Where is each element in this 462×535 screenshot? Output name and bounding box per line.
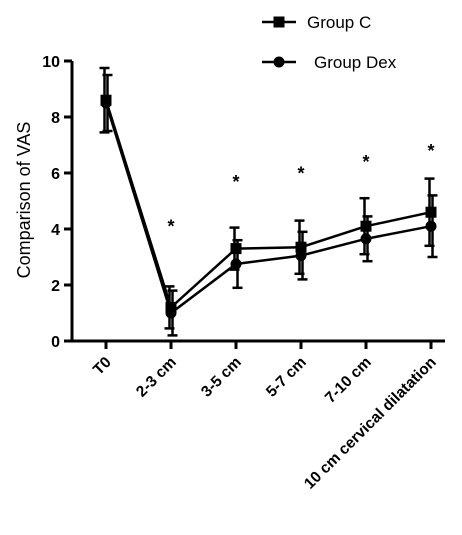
y-tick-label: 10 [42, 54, 60, 71]
legend-entry-label: Group Dex [314, 53, 397, 72]
x-category-label: 7-10 cm [322, 354, 375, 407]
y-tick-label: 8 [51, 110, 60, 127]
legend: Group C Group Dex [262, 13, 397, 72]
significance-annotations: * * * * * [167, 141, 434, 237]
group-c-point [295, 241, 307, 253]
series-line-group-dex [104, 102, 432, 316]
significance-star: * [297, 163, 304, 183]
group-dex-point [425, 220, 437, 232]
x-category-label: T0 [90, 354, 115, 379]
significance-star: * [427, 141, 434, 161]
y-tick-label: 6 [51, 166, 60, 183]
x-category-label: 5-7 cm [263, 354, 310, 401]
error-bars [99, 66, 438, 337]
axes [70, 61, 445, 343]
series-line-group-c [104, 99, 432, 310]
group-c-point [230, 243, 242, 255]
series-markers [100, 94, 437, 319]
y-tick-label: 0 [51, 334, 60, 351]
significance-star: * [362, 152, 369, 172]
significance-star: * [167, 217, 174, 237]
group-dex-point [360, 233, 372, 245]
group-dex-point [165, 307, 177, 319]
group-dex-point [100, 97, 112, 109]
legend-entry-label: Group C [307, 13, 371, 32]
x-category-label: 10 cm cervical dilatation [301, 354, 440, 493]
legend-swatch-marker [273, 56, 285, 68]
y-axis-title: Comparison of VAS [14, 122, 34, 279]
group-dex-point [295, 250, 307, 262]
x-category-label: 2-3 cm [133, 354, 180, 401]
y-tick-label: 4 [51, 222, 60, 239]
group-c-point [425, 206, 437, 218]
x-category-label: 3-5 cm [198, 354, 245, 401]
legend-swatch-marker [273, 16, 285, 28]
series-lines [104, 99, 432, 316]
group-dex-point [230, 258, 242, 270]
significance-star: * [232, 172, 239, 192]
y-ticks: 0 2 4 6 8 10 [42, 54, 72, 351]
group-c-point [165, 301, 177, 313]
group-c-point [360, 220, 372, 232]
y-tick-label: 2 [51, 278, 60, 295]
